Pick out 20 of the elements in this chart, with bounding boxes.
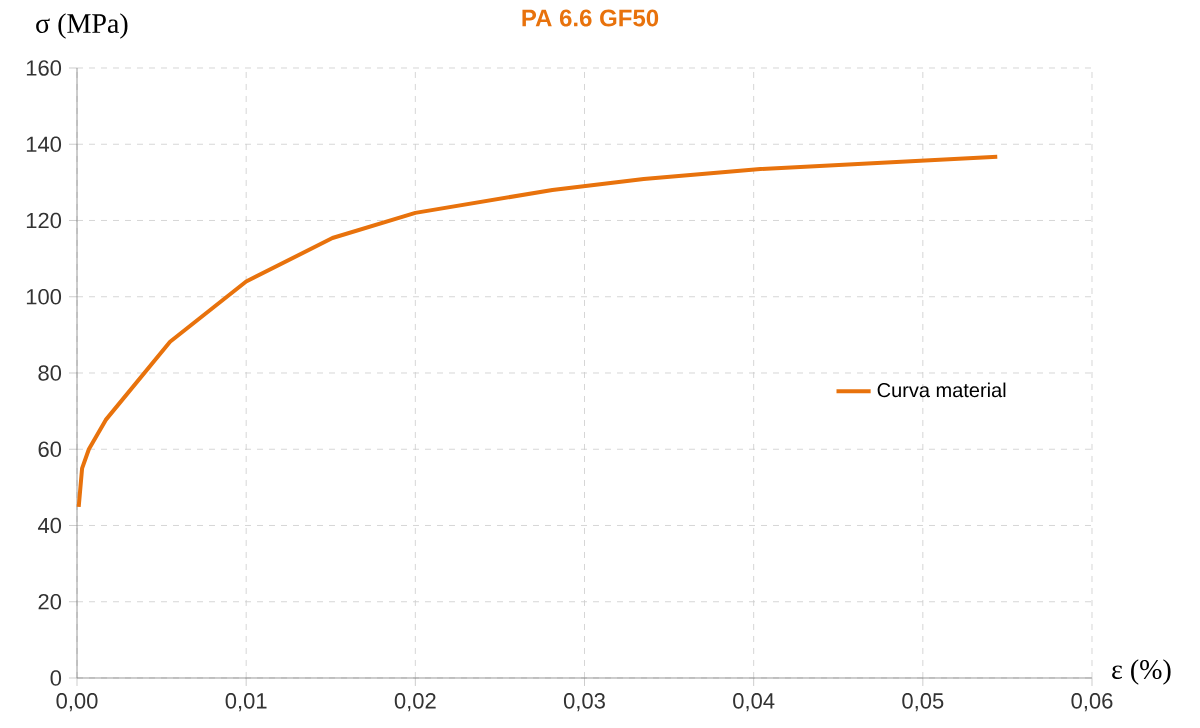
x-tick-label: 0,00 [56,693,98,712]
legend-label: Curva material [877,382,1006,398]
y-tick-label: 0 [50,670,62,686]
y-axis-title: σ (MPa) [36,13,128,39]
x-tick-label: 0,03 [563,693,605,712]
y-tick-label: 60 [38,441,62,458]
y-tick-label: 120 [26,212,62,229]
y-tick-label: 160 [26,60,62,76]
x-tick-label: 0,04 [733,693,775,712]
x-tick-label: 0,05 [902,693,944,712]
y-tick-label: 80 [38,365,62,381]
y-tick-label: 40 [37,517,62,534]
x-tick-label: 0,01 [225,693,267,712]
x-tick-label: 0,02 [394,693,436,712]
x-tick-label: 0,06 [1071,693,1113,712]
y-tick-label: 20 [38,593,62,610]
chart-title: PA 6.6 GF50 [522,9,659,27]
y-tick-label: 140 [26,136,62,153]
y-tick-label: 100 [26,288,62,305]
x-axis-title: ε (%) [1112,659,1171,685]
